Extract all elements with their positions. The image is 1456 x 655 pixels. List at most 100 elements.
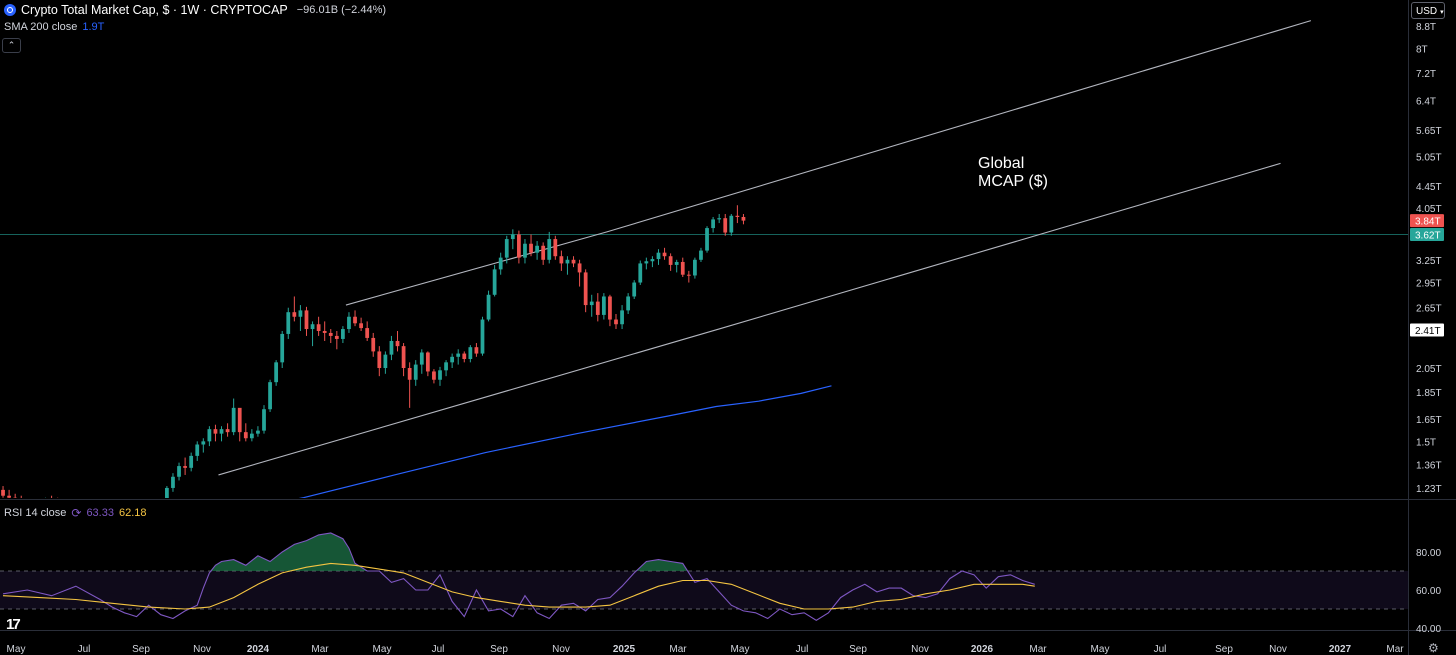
candle: [268, 379, 272, 412]
price-tick-label: 1.36T: [1416, 460, 1442, 471]
candle: [565, 256, 570, 275]
candle: [577, 259, 582, 287]
candle: [183, 457, 187, 475]
price-tick-label: 5.65T: [1416, 126, 1442, 137]
symbol-legend[interactable]: Crypto Total Market Cap, $ · 1W · CRYPTO…: [4, 3, 386, 17]
time-tick-label: Jul: [432, 644, 445, 655]
currency-button[interactable]: USD ▾: [1411, 2, 1445, 19]
candle: [680, 257, 685, 278]
time-tick-label: May: [731, 644, 750, 655]
candle: [231, 398, 236, 436]
gear-icon[interactable]: ⚙: [1428, 641, 1439, 655]
candle: [735, 205, 740, 224]
time-tick-label: Sep: [490, 644, 508, 655]
candle-body: [680, 261, 685, 275]
rsi-ma-value: 62.18: [118, 507, 147, 519]
candle-body: [334, 335, 339, 339]
candle: [425, 351, 430, 377]
candle: [237, 407, 242, 442]
candle: [547, 231, 552, 264]
candle: [662, 247, 667, 260]
candle-body: [44, 500, 48, 504]
price-tick-label: 2.65T: [1416, 304, 1442, 315]
candle-body: [517, 234, 521, 258]
candle: [407, 362, 412, 408]
candle-body: [189, 455, 194, 468]
candle-body: [735, 215, 740, 217]
candle-body: [559, 256, 564, 264]
time-tick-label: Mar: [669, 644, 687, 655]
candle: [693, 257, 697, 279]
candle: [383, 351, 388, 374]
candle: [395, 330, 400, 352]
candle: [529, 234, 533, 257]
candle-body: [492, 269, 497, 295]
candle: [377, 346, 382, 377]
candle-body: [577, 263, 582, 273]
cycle-icon: ⟳: [71, 506, 82, 520]
rsi-tick-label: 60.00: [1416, 586, 1441, 597]
candle-body: [614, 319, 618, 325]
candle-body: [626, 296, 631, 311]
candle-body: [705, 228, 709, 251]
candle: [413, 360, 418, 386]
candle: [517, 230, 521, 264]
candle: [219, 426, 224, 442]
candle: [365, 321, 370, 341]
price-tick-label: 4.45T: [1416, 182, 1442, 193]
candle-body: [322, 330, 327, 333]
sma-legend[interactable]: SMA 200 close 1.9T: [4, 21, 104, 33]
candle: [20, 495, 22, 498]
candle-body: [723, 218, 728, 233]
candle-body: [425, 352, 430, 372]
candle-body: [413, 364, 418, 380]
candle-body: [729, 215, 734, 233]
candle: [171, 473, 175, 492]
price-tick-label: 4.05T: [1416, 204, 1442, 215]
candle: [668, 253, 673, 271]
candle: [638, 260, 643, 285]
candle: [626, 293, 631, 315]
rsi-pane[interactable]: [0, 532, 1408, 622]
candle-body: [280, 333, 285, 363]
chevron-up-icon[interactable]: ⌃: [2, 38, 21, 53]
candle-body: [383, 354, 388, 368]
candle: [444, 360, 448, 377]
candle-body: [699, 250, 703, 260]
channel-upper-line: [345, 20, 1312, 306]
candle-body: [195, 444, 200, 456]
rsi-legend[interactable]: RSI 14 close ⟳ 63.33 62.18: [4, 506, 147, 520]
candle-body: [328, 332, 333, 336]
time-tick-label: Sep: [849, 644, 867, 655]
candle-body: [419, 352, 424, 365]
candle: [723, 213, 728, 236]
candle: [711, 216, 715, 233]
candle-body: [711, 219, 715, 229]
candle: [213, 424, 218, 442]
candle: [195, 441, 200, 461]
price-tick-label: 1.5T: [1416, 437, 1436, 448]
candle-body: [474, 347, 479, 354]
candle-body: [256, 430, 260, 434]
time-tick-label: Mar: [311, 644, 329, 655]
candle: [310, 321, 315, 347]
candle: [419, 349, 424, 374]
candle-body: [219, 429, 224, 434]
time-tick-label: Jul: [78, 644, 91, 655]
candle-body: [638, 263, 643, 283]
candle-body: [547, 239, 552, 260]
price-tag: 3.84T: [1410, 214, 1444, 228]
candle-body: [450, 356, 455, 363]
candle: [583, 269, 588, 313]
candle-body: [243, 432, 248, 439]
candle: [280, 330, 285, 368]
candle: [601, 293, 606, 320]
candle-body: [165, 487, 169, 498]
candle-body: [347, 316, 351, 330]
candle: [614, 314, 618, 330]
candle-body: [620, 310, 624, 325]
candle: [256, 426, 260, 437]
candle-body: [225, 429, 230, 433]
price-pane[interactable]: [0, 20, 1408, 525]
